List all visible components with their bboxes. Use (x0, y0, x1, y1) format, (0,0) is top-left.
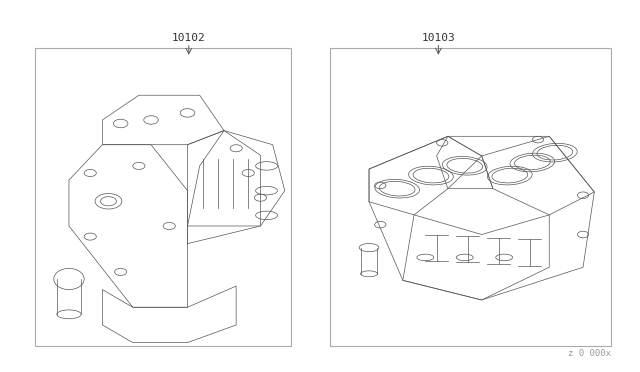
Bar (35, 48, 291, 346)
Text: z 0 000x: z 0 000x (568, 349, 611, 358)
Text: 10103: 10103 (422, 33, 455, 43)
Text: 10102: 10102 (172, 33, 205, 43)
Bar (330, 48, 611, 346)
